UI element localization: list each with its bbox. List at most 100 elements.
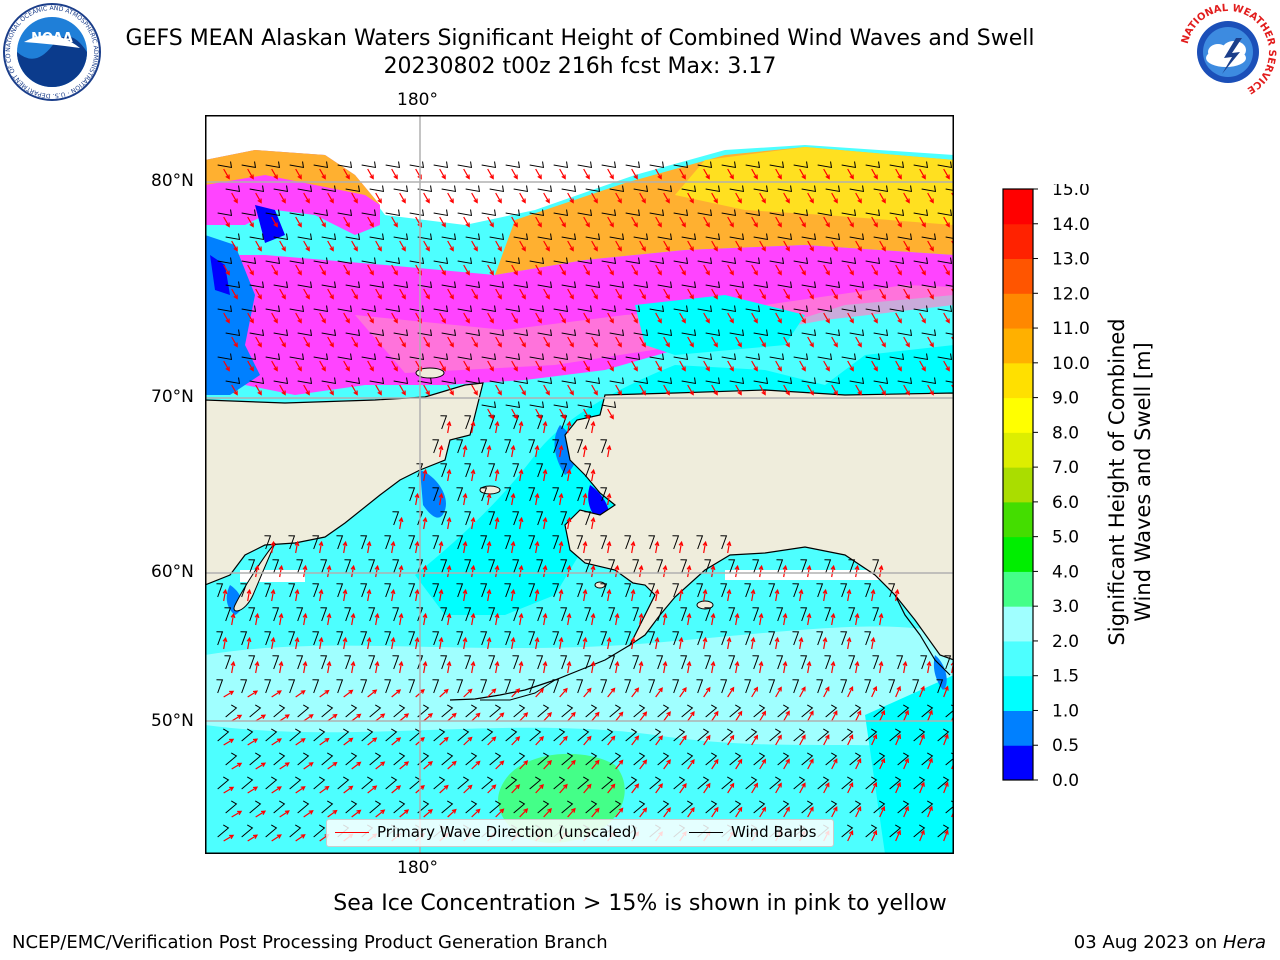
wave-direction-arrow [879, 805, 886, 818]
wave-direction-arrow [727, 734, 735, 746]
wind-barb [561, 704, 574, 718]
wind-barb [937, 209, 953, 217]
wind-barb [633, 704, 646, 718]
wind-barb [513, 377, 529, 385]
nunivak-island [594, 581, 606, 589]
wave-direction-arrow [278, 564, 284, 578]
wind-barb [433, 161, 449, 169]
wind-barb [464, 655, 472, 670]
wave-direction-arrow [295, 312, 302, 324]
wind-barb [360, 535, 368, 550]
wind-barb [320, 607, 328, 622]
wind-barb [921, 329, 937, 337]
wind-barb [552, 487, 560, 502]
wind-barb [600, 679, 608, 694]
wind-barb [817, 353, 833, 361]
wind-barb [385, 353, 401, 361]
wind-barb [729, 281, 745, 289]
wind-barb [417, 752, 430, 766]
wave-direction-arrow [615, 384, 622, 396]
wind-barb [841, 305, 857, 313]
wave-direction-arrow [223, 690, 235, 698]
wind-barb [937, 257, 953, 265]
wind-barb [265, 776, 278, 790]
wave-direction-arrow [247, 312, 254, 324]
wave-direction-arrow [614, 612, 620, 626]
wave-direction-arrow [319, 737, 330, 746]
wind-barb [313, 209, 329, 217]
wave-direction-arrow [295, 360, 302, 372]
wave-direction-arrow [703, 782, 711, 794]
wave-direction-arrow [495, 384, 502, 396]
wind-barb [537, 281, 553, 289]
wind-barb [464, 607, 472, 622]
wave-direction-arrow [375, 713, 386, 722]
wave-direction-arrow [279, 240, 286, 252]
wave-direction-arrow [494, 612, 500, 626]
wave-direction-arrow [255, 384, 262, 396]
wind-barb [488, 463, 496, 478]
wind-barb [217, 305, 233, 313]
wind-barb [681, 281, 697, 289]
wave-direction-arrow [686, 564, 692, 578]
wave-direction-arrow [871, 781, 878, 794]
wave-direction-arrow [535, 687, 544, 698]
wind-barb [697, 353, 713, 361]
wave-direction-arrow [374, 564, 380, 578]
wind-barb [601, 353, 617, 361]
wind-barb [608, 607, 616, 622]
wind-barb [728, 559, 736, 574]
wind-barb [433, 305, 449, 313]
wind-barb [769, 161, 785, 169]
wind-barb [921, 800, 934, 814]
wave-direction-arrow [895, 685, 902, 698]
wind-barb [409, 257, 425, 265]
wave-direction-arrow [726, 540, 732, 554]
wave-direction-arrow [783, 240, 790, 252]
wave-direction-arrow [783, 710, 790, 722]
wind-barb [417, 281, 433, 289]
wind-barb [273, 329, 289, 337]
noaa-logo: NATIONAL OCEANIC AND ATMOSPHERIC ADMINIS… [2, 2, 101, 101]
wave-direction-arrow [615, 336, 622, 348]
wind-barb [865, 728, 878, 742]
wave-direction-arrow [447, 712, 457, 722]
wave-direction-arrow [542, 516, 548, 530]
wind-barb [585, 752, 598, 766]
wind-barb [817, 776, 830, 790]
wave-direction-arrow [535, 735, 544, 746]
wave-direction-arrow [807, 336, 814, 348]
wind-barb [481, 305, 497, 313]
wind-barb [769, 353, 785, 361]
wave-direction-arrow [343, 264, 350, 276]
wave-direction-arrow [758, 612, 764, 626]
wave-direction-arrow [327, 809, 338, 818]
wave-direction-arrow [919, 312, 926, 324]
wave-direction-arrow [567, 384, 574, 396]
wind-barb [601, 257, 617, 265]
wave-direction-arrow [607, 408, 614, 420]
colorbar-segment [1003, 189, 1033, 225]
wave-direction-arrow [734, 660, 740, 674]
wind-barb [529, 776, 542, 790]
wave-direction-arrow [342, 588, 348, 602]
wind-barb [560, 463, 568, 478]
wave-direction-arrow [279, 762, 290, 770]
wind-barb [481, 401, 497, 409]
wave-direction-arrow [831, 758, 838, 770]
wind-barb [624, 679, 632, 694]
wind-barb [849, 281, 865, 289]
wind-barb [649, 353, 665, 361]
wave-direction-arrow [591, 759, 600, 770]
lat-label-60: 60°N [151, 562, 194, 582]
wave-direction-arrow [319, 264, 326, 276]
kamchatka-coast [233, 542, 276, 612]
wave-direction-arrow [726, 636, 732, 650]
colorbar-tick-label: 1.0 [1052, 701, 1079, 721]
wind-barb [945, 188, 954, 191]
wind-barb [537, 329, 553, 337]
wind-barb [912, 679, 920, 694]
wind-barb [336, 535, 344, 550]
wave-direction-arrow [534, 492, 540, 506]
colorbar-tick-label: 13.0 [1052, 250, 1090, 270]
